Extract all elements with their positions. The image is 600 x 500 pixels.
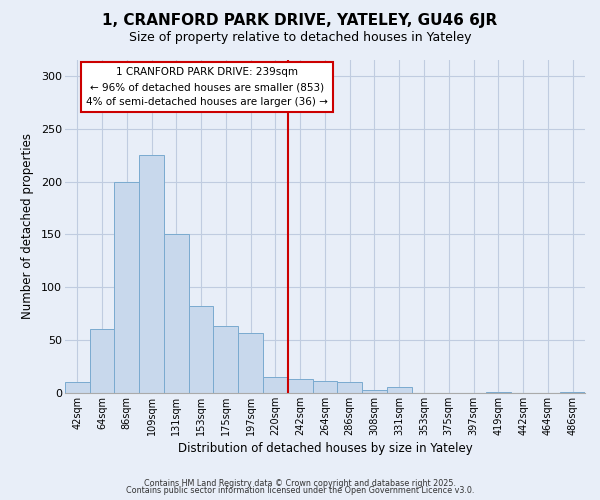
Bar bbox=[362, 390, 387, 393]
Text: Size of property relative to detached houses in Yateley: Size of property relative to detached ho… bbox=[129, 31, 471, 44]
Bar bbox=[263, 377, 288, 393]
Text: Contains HM Land Registry data © Crown copyright and database right 2025.: Contains HM Land Registry data © Crown c… bbox=[144, 478, 456, 488]
Bar bbox=[164, 234, 188, 393]
Text: 1 CRANFORD PARK DRIVE: 239sqm
← 96% of detached houses are smaller (853)
4% of s: 1 CRANFORD PARK DRIVE: 239sqm ← 96% of d… bbox=[86, 68, 328, 107]
Bar bbox=[337, 382, 362, 393]
Text: Contains public sector information licensed under the Open Government Licence v3: Contains public sector information licen… bbox=[126, 486, 474, 495]
Bar bbox=[139, 155, 164, 393]
Bar bbox=[486, 392, 511, 393]
Bar bbox=[89, 330, 115, 393]
Text: 1, CRANFORD PARK DRIVE, YATELEY, GU46 6JR: 1, CRANFORD PARK DRIVE, YATELEY, GU46 6J… bbox=[103, 12, 497, 28]
Bar bbox=[288, 379, 313, 393]
Bar bbox=[214, 326, 238, 393]
Bar bbox=[65, 382, 89, 393]
Bar bbox=[387, 386, 412, 393]
Y-axis label: Number of detached properties: Number of detached properties bbox=[21, 134, 34, 320]
Bar bbox=[115, 182, 139, 393]
Bar bbox=[560, 392, 585, 393]
Bar bbox=[188, 306, 214, 393]
Bar bbox=[313, 382, 337, 393]
X-axis label: Distribution of detached houses by size in Yateley: Distribution of detached houses by size … bbox=[178, 442, 472, 455]
Bar bbox=[238, 332, 263, 393]
